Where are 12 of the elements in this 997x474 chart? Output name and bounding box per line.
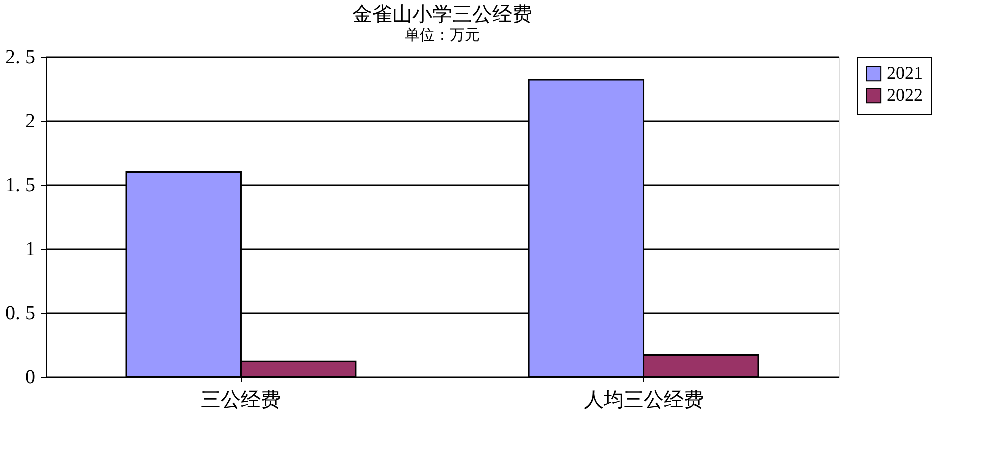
x-tick-label: 人均三公经费 bbox=[584, 390, 704, 412]
legend-label: 2021 bbox=[887, 63, 923, 83]
y-tick-label: 2. 5 bbox=[6, 46, 36, 68]
y-tick-label: 0. 5 bbox=[6, 302, 36, 324]
chart-subtitle: 单位：万元 bbox=[405, 27, 480, 44]
y-tick-label: 0 bbox=[26, 366, 36, 388]
legend-label: 2022 bbox=[887, 85, 923, 105]
y-tick-label: 1 bbox=[26, 238, 36, 260]
chart-title: 金雀山小学三公经费 bbox=[352, 4, 532, 26]
y-tick-label: 2 bbox=[26, 110, 36, 132]
y-tick-label: 1. 5 bbox=[6, 174, 36, 196]
x-tick-label: 三公经费 bbox=[201, 390, 282, 412]
